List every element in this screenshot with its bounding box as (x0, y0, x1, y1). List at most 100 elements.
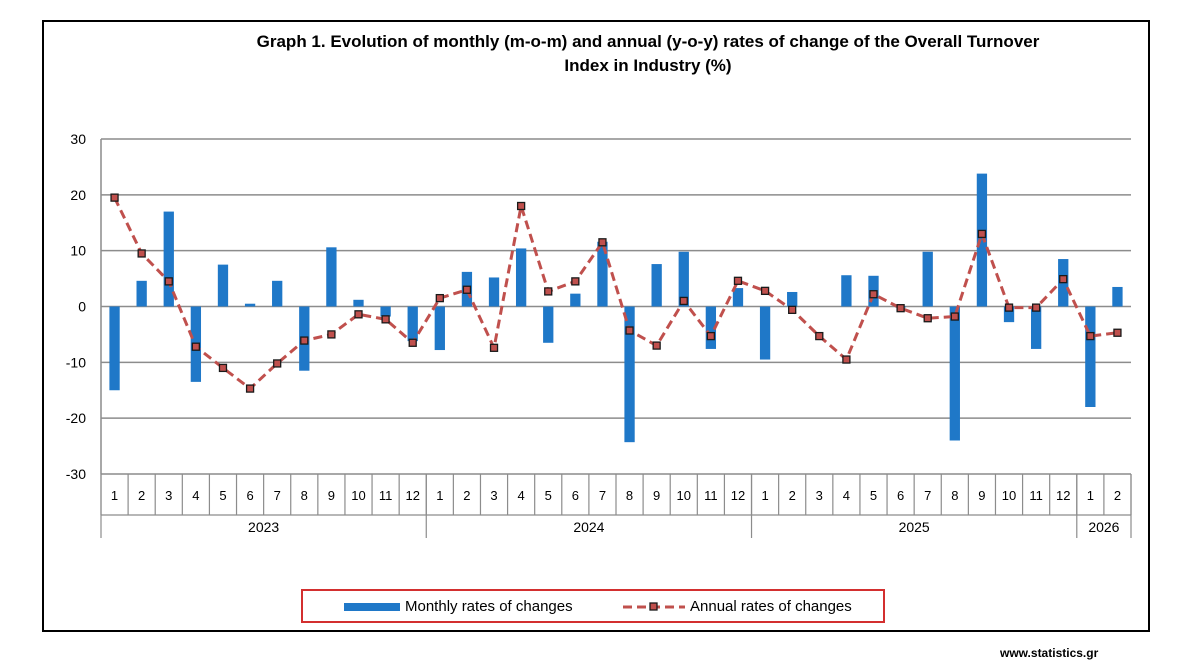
monthly-bar (949, 306, 960, 441)
annual-point (435, 293, 444, 303)
annual-point (1113, 328, 1122, 337)
annual-point (706, 331, 716, 341)
x-tick-label: 1 (436, 488, 443, 503)
annual-point (598, 238, 607, 247)
x-tick-label: 9 (328, 488, 335, 503)
monthly-bar (787, 291, 798, 307)
annual-point (1086, 331, 1095, 341)
year-label: 2025 (899, 519, 930, 535)
annual-point (462, 285, 472, 294)
x-tick-label: 7 (924, 488, 931, 503)
monthly-bar (1085, 306, 1096, 407)
x-tick-label: 2 (463, 488, 470, 503)
annual-point (1004, 303, 1014, 312)
annual-point (815, 331, 824, 341)
x-tick-label: 6 (572, 488, 579, 503)
x-tick-label: 12 (731, 488, 745, 503)
x-tick-label: 4 (518, 488, 525, 503)
annual-point (110, 193, 119, 202)
annual-point (1059, 274, 1068, 284)
monthly-bar (841, 275, 852, 307)
monthly-bar (732, 288, 744, 307)
monthly-bar (759, 306, 771, 360)
annual-point (923, 314, 932, 323)
x-tick-label: 2 (1114, 488, 1121, 503)
x-tick-label: 5 (545, 488, 552, 503)
x-tick-label: 10 (677, 488, 691, 503)
x-tick-label: 9 (978, 488, 985, 503)
x-tick-label: 1 (111, 488, 118, 503)
x-tick-label: 12 (1056, 488, 1070, 503)
legend-marker-swatch (649, 602, 658, 611)
annual-point (950, 312, 959, 321)
annual-point (354, 310, 363, 319)
y-tick-label: 0 (78, 299, 86, 315)
monthly-bar (244, 303, 256, 307)
monthly-bar (651, 264, 662, 307)
monthly-bar (624, 306, 635, 443)
x-tick-label: 7 (599, 488, 606, 503)
legend-label-annual: Annual rates of changes (690, 598, 852, 615)
annual-point (273, 359, 282, 368)
x-tick-label: 5 (219, 488, 226, 503)
x-tick-label: 8 (301, 488, 308, 503)
annual-line (110, 193, 1122, 393)
chart-title: Graph 1. Evolution of monthly (m-o-m) an… (150, 30, 1146, 78)
x-tick-label: 2 (138, 488, 145, 503)
monthly-bar (163, 211, 174, 307)
monthly-bar (705, 306, 717, 349)
gridlines (101, 138, 1131, 475)
year-label: 2024 (573, 519, 604, 535)
annual-point (733, 276, 743, 285)
chart-title-line-2: Index in Industry (%) (564, 56, 732, 75)
x-tick-label: 6 (897, 488, 904, 503)
annual-point (544, 287, 553, 296)
x-tick-label: 1 (1087, 488, 1094, 503)
y-tick-label: -20 (66, 410, 86, 426)
x-tick-label: 8 (951, 488, 958, 503)
annual-point (408, 338, 417, 347)
x-tick-label: 8 (626, 488, 633, 503)
x-tick-label: 2 (789, 488, 796, 503)
x-tick-label: 12 (405, 488, 419, 503)
y-tick-label: 20 (70, 187, 86, 203)
x-tick-label: 11 (704, 488, 718, 503)
annual-point (489, 343, 499, 352)
monthly-bar (109, 306, 120, 391)
chart-frame (42, 20, 1150, 632)
monthly-bar (434, 306, 445, 351)
legend-bar-swatch (344, 603, 400, 611)
x-tick-label: 3 (165, 488, 172, 503)
monthly-bar (570, 293, 581, 307)
monthly-bar (678, 251, 689, 307)
annual-point (760, 286, 770, 296)
annual-point (300, 336, 309, 345)
annual-point (869, 290, 878, 299)
annual-point (137, 249, 146, 258)
monthly-bar (380, 306, 391, 317)
x-tick-label: 11 (1029, 488, 1043, 503)
monthly-bar (326, 247, 337, 307)
annual-point (679, 296, 688, 306)
annual-point (652, 341, 661, 350)
x-tick-label: 6 (246, 488, 253, 503)
annual-point (218, 363, 228, 373)
monthly-bar (217, 264, 229, 307)
x-tick-label: 4 (843, 488, 850, 503)
x-tick-label: 4 (192, 488, 199, 503)
chart-title-line-1: Graph 1. Evolution of monthly (m-o-m) an… (256, 32, 1040, 51)
annual-line-path (113, 196, 1118, 391)
monthly-bar (407, 306, 418, 342)
monthly-bar (136, 280, 147, 307)
annual-point (245, 384, 255, 393)
annual-point (788, 305, 797, 315)
y-tick-label: -30 (66, 466, 86, 482)
annual-point (1031, 303, 1041, 312)
monthly-bar (1003, 306, 1015, 323)
annual-point (191, 342, 201, 351)
x-tick-label: 9 (653, 488, 660, 503)
monthly-bar (543, 306, 554, 343)
annual-point (571, 277, 580, 286)
monthly-bar (353, 299, 364, 307)
monthly-bar (922, 251, 933, 307)
